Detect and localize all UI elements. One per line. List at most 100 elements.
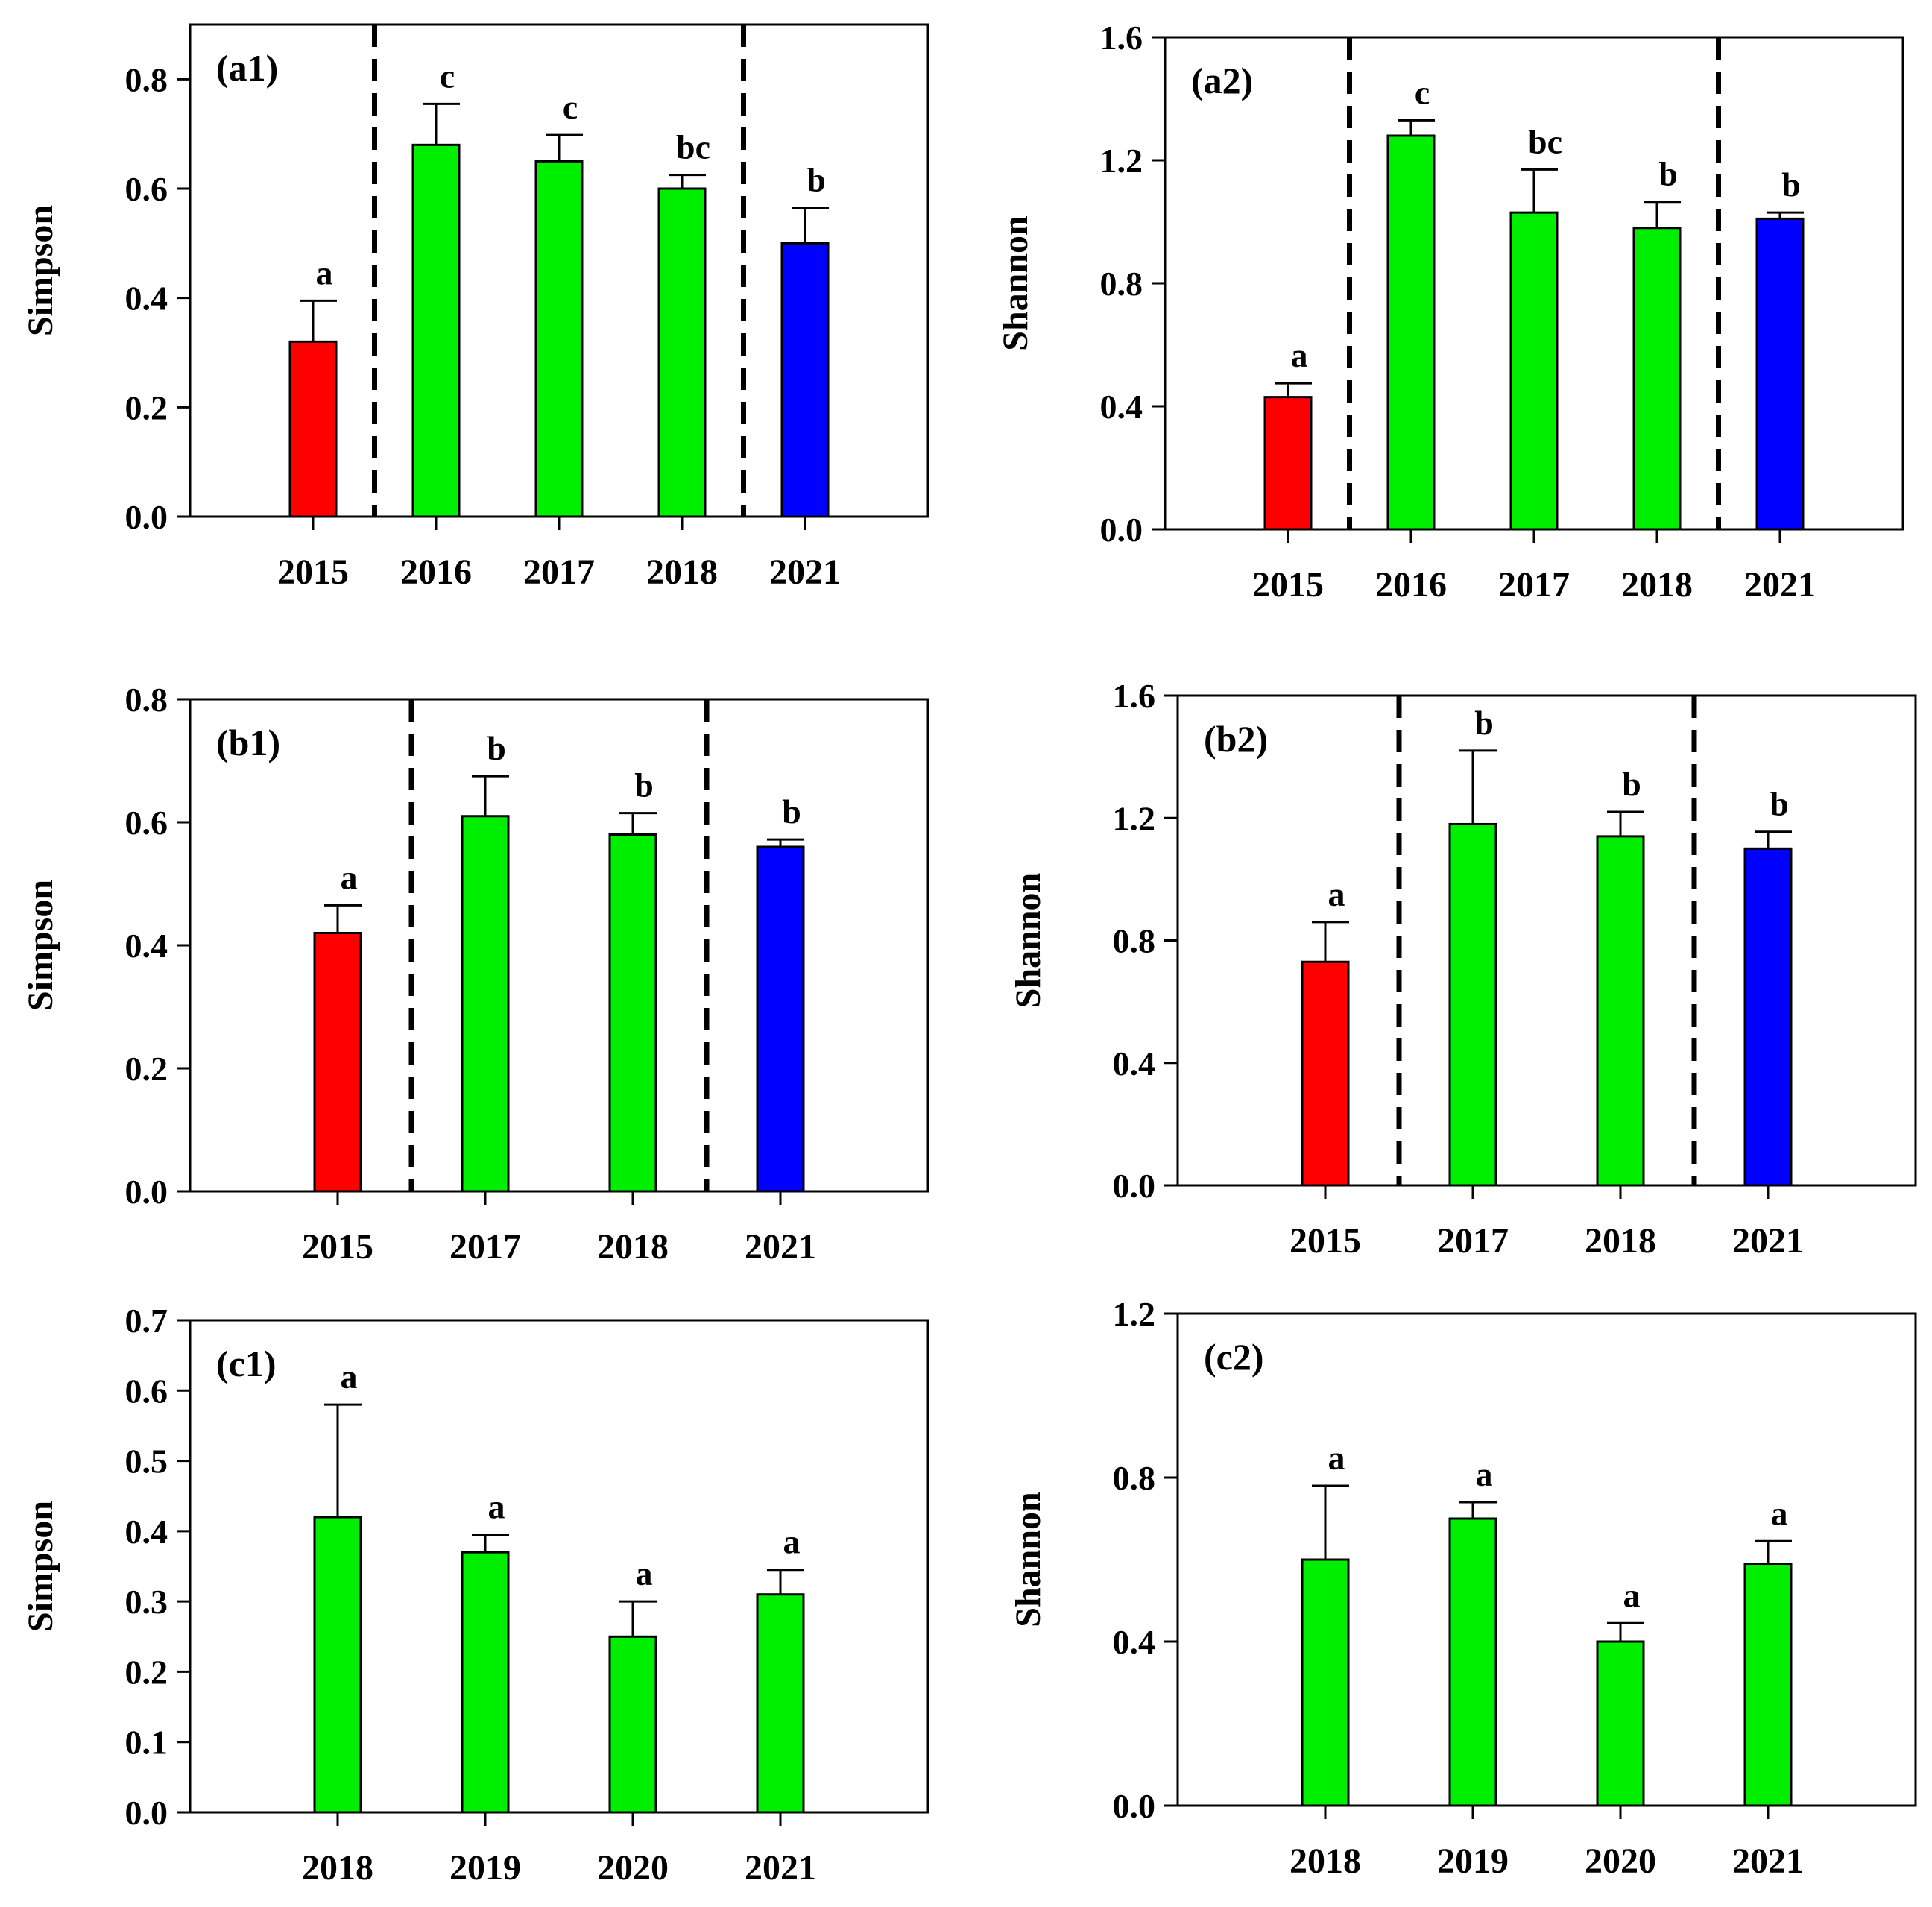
- significance-letter: c: [563, 88, 578, 126]
- bar-a2-2015: [1263, 396, 1313, 531]
- y-axis-title: Shannon: [1008, 873, 1048, 1008]
- bar-c1-2020: [608, 1635, 657, 1814]
- x-tick-label: 2017: [1437, 1221, 1509, 1261]
- bar-c2-2018: [1301, 1558, 1350, 1807]
- significance-letter: b: [634, 766, 654, 804]
- y-tick-label: 0.2: [125, 1050, 168, 1088]
- significance-letter: b: [1474, 704, 1494, 742]
- bar-c1-2018: [313, 1516, 362, 1814]
- y-tick-label: 0.6: [125, 804, 168, 842]
- y-axis-title: Simpson: [21, 1501, 60, 1632]
- x-tick-label: 2018: [1289, 1841, 1361, 1881]
- bar-a2-2021: [1755, 217, 1805, 531]
- y-tick-label: 0.4: [125, 927, 168, 965]
- panel-a2: 0.0 0.4 0.8 1.2 1.6 Shannon (a2) a 2015 c 2016 bc 20…: [996, 19, 1904, 605]
- x-tick-label: 2020: [597, 1848, 669, 1888]
- panel-label: (a1): [216, 47, 278, 89]
- bar-a1-2015: [288, 340, 338, 518]
- plot-frame: [1176, 694, 1917, 1187]
- bar-b1-2015: [313, 932, 362, 1193]
- bar-c2-2019: [1448, 1517, 1497, 1807]
- significance-letter: b: [1658, 155, 1678, 193]
- y-tick-label: 0.8: [1113, 1459, 1156, 1497]
- panel-label: (c1): [216, 1343, 277, 1384]
- y-tick-label: 1.6: [1100, 19, 1143, 57]
- y-tick-label: 0.2: [125, 388, 168, 426]
- y-tick-label: 0.0: [1113, 1787, 1156, 1825]
- y-tick-label: 0.3: [125, 1583, 168, 1621]
- y-tick-label: 1.6: [1113, 677, 1156, 715]
- bar-b2-2017: [1448, 822, 1497, 1187]
- x-tick-label: 2021: [1744, 565, 1816, 605]
- bar-b2-2021: [1743, 847, 1793, 1187]
- x-tick-label: 2019: [449, 1848, 521, 1888]
- x-tick-label: 2021: [769, 552, 841, 592]
- x-tick-label: 2021: [745, 1227, 816, 1267]
- y-tick-label: 0.4: [1100, 388, 1143, 426]
- y-tick-label: 0.0: [125, 1794, 168, 1832]
- y-tick-label: 0.4: [125, 1513, 168, 1551]
- x-tick-label: 2021: [1732, 1221, 1804, 1261]
- significance-letter: bc: [676, 128, 710, 166]
- panel-b2: 0.0 0.4 0.8 1.2 1.6 Shannon (b2) a 2015 b 2017 b 201…: [1008, 677, 1917, 1261]
- x-tick-label: 2015: [1252, 565, 1324, 605]
- significance-letter: a: [1623, 1576, 1641, 1614]
- plot-frame: [1176, 1312, 1917, 1807]
- bar-c2-2021: [1743, 1563, 1793, 1807]
- bar-b1-2017: [461, 815, 510, 1193]
- panel-a1: 0.0 0.2 0.4 0.6 0.8 Simpson (a1) a 2015 c 2016 c 201…: [21, 23, 929, 592]
- y-axis-title: Shannon: [996, 215, 1035, 350]
- significance-letter: b: [782, 792, 801, 830]
- y-tick-label: 0.7: [125, 1302, 168, 1340]
- y-axis-title: Simpson: [21, 205, 60, 336]
- y-tick-label: 0.8: [1100, 265, 1143, 303]
- panels-root: 0.0 0.2 0.4 0.6 0.8 Simpson (a1) a 2015 c 2016 c 201…: [21, 19, 1917, 1888]
- panel-label: (b2): [1204, 718, 1268, 760]
- significance-letter: b: [806, 161, 826, 199]
- x-tick-label: 2015: [277, 552, 349, 592]
- y-tick-label: 0.0: [1113, 1167, 1156, 1205]
- x-tick-label: 2017: [449, 1227, 521, 1267]
- y-tick-label: 0.8: [1113, 922, 1156, 960]
- y-tick-label: 0.8: [125, 681, 168, 719]
- y-tick-label: 1.2: [1113, 1295, 1156, 1333]
- x-tick-label: 2020: [1585, 1841, 1656, 1881]
- bar-c1-2019: [461, 1551, 510, 1814]
- bar-a2-2018: [1632, 227, 1682, 531]
- x-tick-label: 2017: [1498, 565, 1570, 605]
- x-tick-label: 2015: [302, 1227, 373, 1267]
- panel-b1: 0.0 0.2 0.4 0.6 0.8 Simpson (b1) a 2015 b 2017 b 201…: [21, 681, 929, 1267]
- x-tick-label: 2018: [1585, 1221, 1656, 1261]
- y-tick-label: 0.5: [125, 1443, 168, 1481]
- x-tick-label: 2017: [523, 552, 595, 592]
- x-tick-label: 2019: [1437, 1841, 1509, 1881]
- x-tick-label: 2016: [1375, 565, 1447, 605]
- bar-b1-2018: [608, 833, 657, 1193]
- significance-letter: a: [783, 1523, 801, 1561]
- significance-letter: a: [488, 1488, 505, 1526]
- y-tick-label: 0.6: [125, 1372, 168, 1410]
- y-tick-label: 0.0: [125, 498, 168, 536]
- significance-letter: a: [341, 858, 358, 896]
- plot-frame: [189, 698, 929, 1193]
- bar-a1-2021: [780, 242, 830, 518]
- significance-letter: b: [1781, 166, 1801, 204]
- significance-letter: a: [1476, 1455, 1493, 1493]
- panel-label: (c2): [1204, 1336, 1264, 1378]
- y-tick-label: 0.4: [1113, 1623, 1156, 1661]
- y-tick-label: 1.2: [1100, 142, 1143, 180]
- significance-letter: a: [1328, 1439, 1345, 1477]
- x-tick-label: 2021: [745, 1848, 816, 1888]
- significance-letter: bc: [1528, 122, 1562, 160]
- x-tick-label: 2018: [302, 1848, 373, 1888]
- y-tick-label: 0.6: [125, 170, 168, 208]
- bar-a1-2018: [657, 187, 707, 518]
- significance-letter: a: [636, 1554, 653, 1592]
- y-axis-title: Shannon: [1008, 1492, 1048, 1627]
- significance-letter: b: [1770, 785, 1789, 823]
- bar-a2-2016: [1386, 134, 1436, 531]
- y-tick-label: 0.0: [1100, 511, 1143, 549]
- x-tick-label: 2015: [1289, 1221, 1361, 1261]
- y-tick-label: 0.4: [1113, 1044, 1156, 1082]
